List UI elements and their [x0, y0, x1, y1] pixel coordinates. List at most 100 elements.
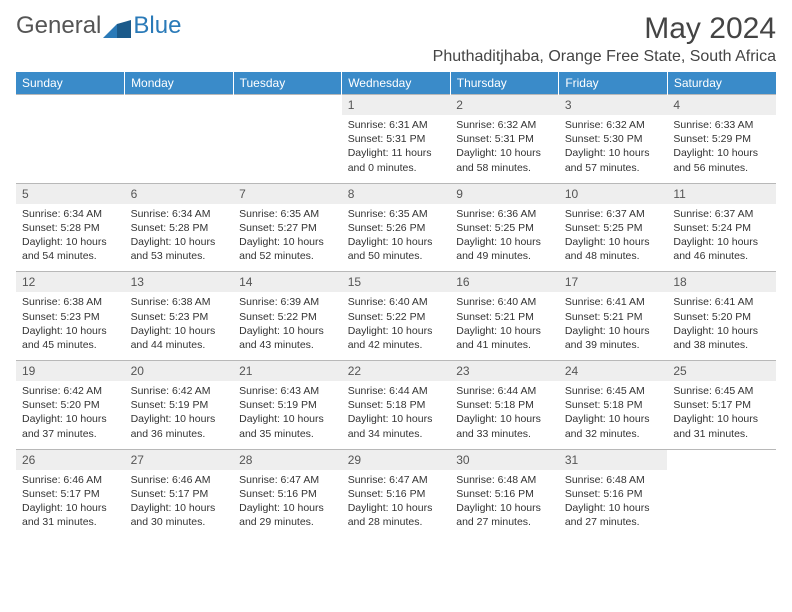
- weekday-header-cell: Saturday: [667, 72, 776, 95]
- header: General Blue May 2024 Phuthaditjhaba, Or…: [16, 12, 776, 66]
- day-detail-cell: [125, 115, 234, 183]
- daylight-text: Daylight: 10 hours and 41 minutes.: [456, 324, 553, 352]
- title-block: May 2024 Phuthaditjhaba, Orange Free Sta…: [433, 12, 776, 66]
- logo: General Blue: [16, 12, 181, 40]
- sunrise-text: Sunrise: 6:47 AM: [348, 473, 445, 487]
- weekday-header-cell: Tuesday: [233, 72, 342, 95]
- sunset-text: Sunset: 5:20 PM: [22, 398, 119, 412]
- sunrise-text: Sunrise: 6:45 AM: [673, 384, 770, 398]
- day-detail-cell: Sunrise: 6:37 AMSunset: 5:25 PMDaylight:…: [559, 204, 668, 272]
- day-detail-cell: Sunrise: 6:38 AMSunset: 5:23 PMDaylight:…: [125, 292, 234, 360]
- day-number-cell: 12: [16, 272, 125, 293]
- sunrise-text: Sunrise: 6:33 AM: [673, 118, 770, 132]
- sunset-text: Sunset: 5:16 PM: [565, 487, 662, 501]
- day-detail-cell: Sunrise: 6:42 AMSunset: 5:19 PMDaylight:…: [125, 381, 234, 449]
- sunset-text: Sunset: 5:23 PM: [131, 310, 228, 324]
- day-detail-row: Sunrise: 6:34 AMSunset: 5:28 PMDaylight:…: [16, 204, 776, 272]
- day-detail-cell: [16, 115, 125, 183]
- day-number-cell: 22: [342, 361, 451, 382]
- day-number-cell: 11: [667, 183, 776, 204]
- day-detail-cell: Sunrise: 6:31 AMSunset: 5:31 PMDaylight:…: [342, 115, 451, 183]
- sunrise-text: Sunrise: 6:34 AM: [131, 207, 228, 221]
- sunrise-text: Sunrise: 6:36 AM: [456, 207, 553, 221]
- day-detail-cell: Sunrise: 6:43 AMSunset: 5:19 PMDaylight:…: [233, 381, 342, 449]
- sunset-text: Sunset: 5:31 PM: [456, 132, 553, 146]
- day-number-cell: 20: [125, 361, 234, 382]
- sunset-text: Sunset: 5:29 PM: [673, 132, 770, 146]
- daylight-text: Daylight: 10 hours and 50 minutes.: [348, 235, 445, 263]
- day-number-cell: 26: [16, 449, 125, 470]
- day-number-cell: 31: [559, 449, 668, 470]
- daylight-text: Daylight: 10 hours and 29 minutes.: [239, 501, 336, 529]
- day-detail-row: Sunrise: 6:46 AMSunset: 5:17 PMDaylight:…: [16, 470, 776, 538]
- day-number-row: 19202122232425: [16, 361, 776, 382]
- day-number-cell: [233, 95, 342, 116]
- day-detail-cell: Sunrise: 6:32 AMSunset: 5:30 PMDaylight:…: [559, 115, 668, 183]
- day-detail-cell: Sunrise: 6:32 AMSunset: 5:31 PMDaylight:…: [450, 115, 559, 183]
- daylight-text: Daylight: 11 hours and 0 minutes.: [348, 146, 445, 174]
- sunset-text: Sunset: 5:25 PM: [456, 221, 553, 235]
- sunset-text: Sunset: 5:17 PM: [673, 398, 770, 412]
- daylight-text: Daylight: 10 hours and 48 minutes.: [565, 235, 662, 263]
- sunset-text: Sunset: 5:19 PM: [131, 398, 228, 412]
- sunrise-text: Sunrise: 6:32 AM: [565, 118, 662, 132]
- calendar-table: SundayMondayTuesdayWednesdayThursdayFrid…: [16, 72, 776, 537]
- day-number-cell: 1: [342, 95, 451, 116]
- sunrise-text: Sunrise: 6:43 AM: [239, 384, 336, 398]
- sunset-text: Sunset: 5:21 PM: [456, 310, 553, 324]
- sunrise-text: Sunrise: 6:48 AM: [456, 473, 553, 487]
- day-detail-cell: [667, 470, 776, 538]
- month-title: May 2024: [433, 12, 776, 46]
- day-detail-cell: Sunrise: 6:39 AMSunset: 5:22 PMDaylight:…: [233, 292, 342, 360]
- sunrise-text: Sunrise: 6:41 AM: [673, 295, 770, 309]
- weekday-header-cell: Monday: [125, 72, 234, 95]
- day-number-cell: 6: [125, 183, 234, 204]
- day-detail-cell: Sunrise: 6:45 AMSunset: 5:17 PMDaylight:…: [667, 381, 776, 449]
- daylight-text: Daylight: 10 hours and 28 minutes.: [348, 501, 445, 529]
- day-detail-cell: Sunrise: 6:41 AMSunset: 5:21 PMDaylight:…: [559, 292, 668, 360]
- day-detail-cell: Sunrise: 6:48 AMSunset: 5:16 PMDaylight:…: [559, 470, 668, 538]
- sunrise-text: Sunrise: 6:48 AM: [565, 473, 662, 487]
- day-number-row: 12131415161718: [16, 272, 776, 293]
- day-number-cell: 5: [16, 183, 125, 204]
- daylight-text: Daylight: 10 hours and 31 minutes.: [22, 501, 119, 529]
- day-detail-cell: Sunrise: 6:40 AMSunset: 5:21 PMDaylight:…: [450, 292, 559, 360]
- day-number-cell: 27: [125, 449, 234, 470]
- day-number-cell: 13: [125, 272, 234, 293]
- sunset-text: Sunset: 5:16 PM: [456, 487, 553, 501]
- day-detail-row: Sunrise: 6:31 AMSunset: 5:31 PMDaylight:…: [16, 115, 776, 183]
- day-number-cell: 9: [450, 183, 559, 204]
- sunset-text: Sunset: 5:31 PM: [348, 132, 445, 146]
- logo-flag-icon: [103, 20, 131, 40]
- sunset-text: Sunset: 5:22 PM: [348, 310, 445, 324]
- sunset-text: Sunset: 5:16 PM: [239, 487, 336, 501]
- day-number-cell: 2: [450, 95, 559, 116]
- sunrise-text: Sunrise: 6:35 AM: [348, 207, 445, 221]
- weekday-header-cell: Friday: [559, 72, 668, 95]
- weekday-header-cell: Sunday: [16, 72, 125, 95]
- day-detail-cell: Sunrise: 6:48 AMSunset: 5:16 PMDaylight:…: [450, 470, 559, 538]
- sunrise-text: Sunrise: 6:46 AM: [131, 473, 228, 487]
- daylight-text: Daylight: 10 hours and 31 minutes.: [673, 412, 770, 440]
- daylight-text: Daylight: 10 hours and 57 minutes.: [565, 146, 662, 174]
- sunrise-text: Sunrise: 6:38 AM: [131, 295, 228, 309]
- sunrise-text: Sunrise: 6:34 AM: [22, 207, 119, 221]
- day-number-cell: 10: [559, 183, 668, 204]
- weekday-header: SundayMondayTuesdayWednesdayThursdayFrid…: [16, 72, 776, 95]
- day-number-cell: 30: [450, 449, 559, 470]
- day-detail-cell: Sunrise: 6:38 AMSunset: 5:23 PMDaylight:…: [16, 292, 125, 360]
- daylight-text: Daylight: 10 hours and 52 minutes.: [239, 235, 336, 263]
- day-detail-cell: Sunrise: 6:35 AMSunset: 5:26 PMDaylight:…: [342, 204, 451, 272]
- day-number-cell: 21: [233, 361, 342, 382]
- sunset-text: Sunset: 5:25 PM: [565, 221, 662, 235]
- day-detail-cell: Sunrise: 6:46 AMSunset: 5:17 PMDaylight:…: [16, 470, 125, 538]
- day-detail-cell: Sunrise: 6:45 AMSunset: 5:18 PMDaylight:…: [559, 381, 668, 449]
- sunset-text: Sunset: 5:22 PM: [239, 310, 336, 324]
- sunrise-text: Sunrise: 6:37 AM: [565, 207, 662, 221]
- sunset-text: Sunset: 5:26 PM: [348, 221, 445, 235]
- day-number-row: 1234: [16, 95, 776, 116]
- day-detail-cell: [233, 115, 342, 183]
- logo-text-2: Blue: [133, 12, 181, 40]
- daylight-text: Daylight: 10 hours and 43 minutes.: [239, 324, 336, 352]
- day-detail-cell: Sunrise: 6:42 AMSunset: 5:20 PMDaylight:…: [16, 381, 125, 449]
